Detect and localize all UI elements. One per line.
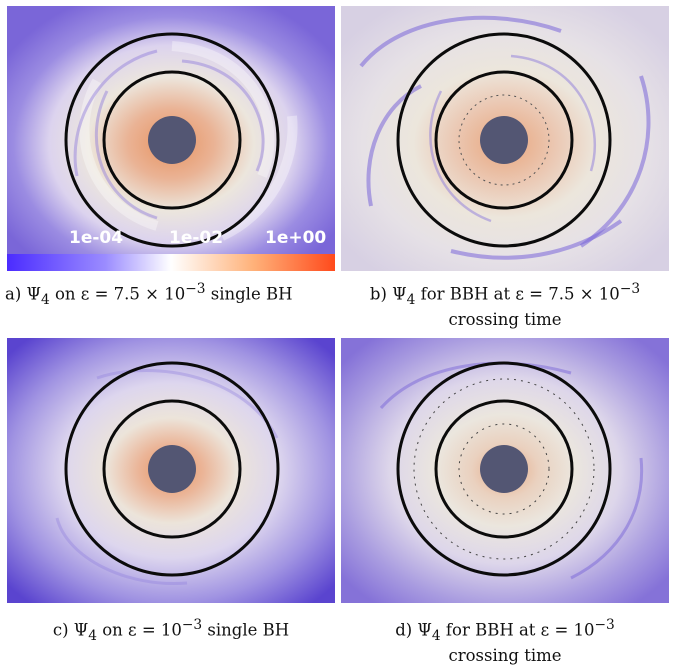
panel-c-image [7,338,335,603]
caption-c: c) Ψ4 on ε = 10−3 single BH [52,617,290,644]
caption-d-line2: crossing time [448,645,562,665]
colorbar-label-2: 1e-02 [169,228,224,248]
colorbar-label-1: 1e-04 [69,228,124,248]
colorbar-label-3: 1e+00 [265,228,327,248]
panel-a-image: 1e-04 1e-02 1e+00 [7,6,335,271]
caption-d: d) Ψ4 for BBH at ε = 10−3 crossing time [341,616,669,665]
caption-a: a) Ψ4 on ε = 7.5 × 10−3 single BH [5,281,293,308]
panel-d-image [341,338,669,603]
panel-b-image [341,6,669,271]
caption-b-line2: crossing time [448,309,562,329]
colorbar [7,254,335,271]
caption-b: b) Ψ4 for BBH at ε = 7.5 × 10−3 crossing… [337,280,673,329]
